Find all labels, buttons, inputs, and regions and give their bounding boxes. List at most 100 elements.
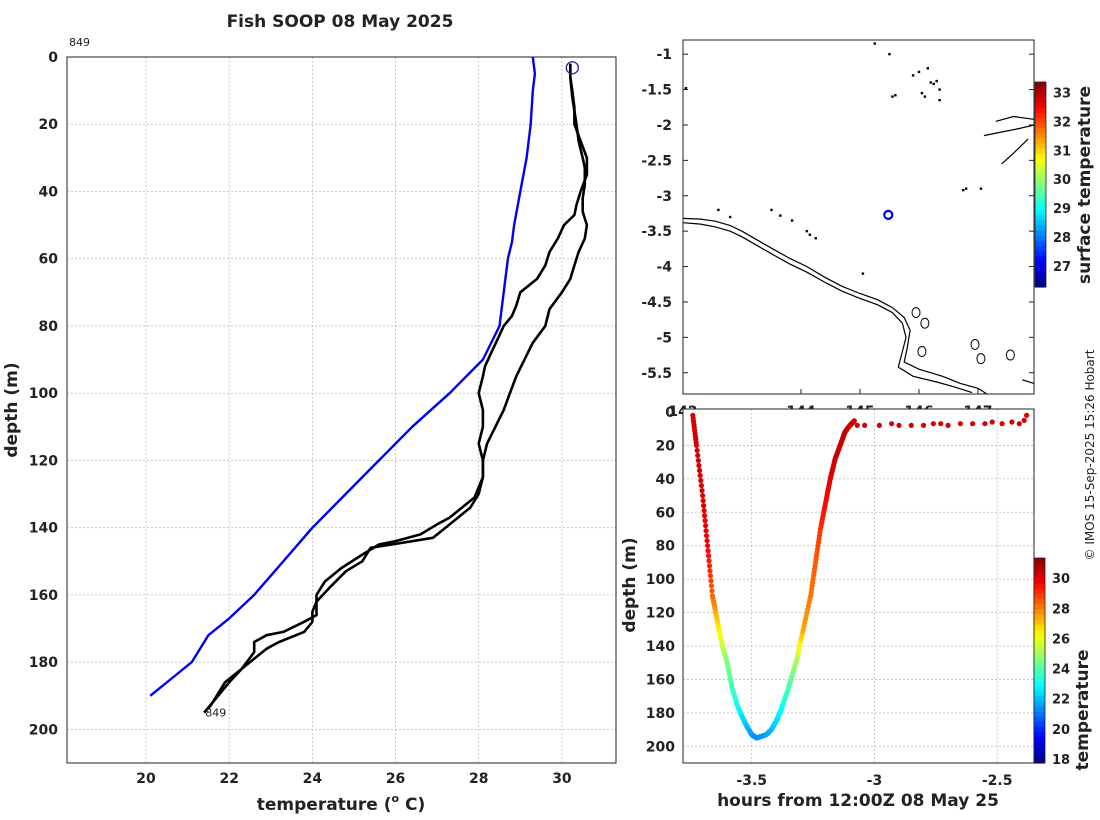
map-axes-frame <box>682 39 1035 395</box>
depth-time-point <box>708 578 714 584</box>
depth-time-y-tick-label: 80 <box>656 539 676 555</box>
depth-time-point <box>706 563 713 569</box>
depth-time-surface-point <box>1009 419 1015 425</box>
profile-x-label-end: C) <box>399 795 425 815</box>
depth-time-colorbar-tick-label: 24 <box>1052 663 1070 678</box>
profile-x-tick-label: 22 <box>219 771 238 787</box>
profile-y-tick-label: 60 <box>39 252 59 268</box>
depth-time-colorbar-tick-label: 30 <box>1052 572 1070 587</box>
map-colorbar-segment <box>1035 199 1046 206</box>
watermark: © IMOS 15-Sep-2025 15:26 Hobart <box>1083 349 1097 560</box>
depth-time-colorbar-segment <box>1034 604 1045 610</box>
profile-id-label: 849 <box>69 36 90 49</box>
map-island <box>684 86 688 90</box>
depth-time-point <box>699 487 705 494</box>
map-island <box>917 346 927 358</box>
depth-time-colorbar-segment <box>1034 742 1045 749</box>
depth-time-colorbar-segment <box>1034 732 1045 738</box>
map-colorbar-tick-label: 32 <box>1053 115 1071 130</box>
map-colorbar-segment <box>1035 102 1046 109</box>
depth-time-colorbar-segment <box>1034 681 1045 687</box>
map-island <box>938 88 941 91</box>
map-island <box>888 52 891 56</box>
depth-time-surface-point <box>989 419 995 425</box>
depth-time-point <box>694 447 700 454</box>
map-island <box>926 67 930 70</box>
map-colorbar-segment <box>1035 117 1046 124</box>
profile-surface-marker <box>565 61 579 75</box>
depth-time-colorbar-segment <box>1034 737 1045 744</box>
map-island <box>779 214 782 217</box>
depth-time-surface-point <box>938 421 944 427</box>
map-colorbar-segment <box>1035 169 1046 175</box>
profile-ticks: 20 22 24 26 28 30 0 20 40 60 80 100 120 140 160 180 200 <box>29 50 572 787</box>
map-island <box>976 353 986 365</box>
depth-time-colorbar-frame <box>1033 557 1046 764</box>
depth-time-colorbar-segment <box>1034 599 1045 605</box>
map-colorbar-segment <box>1035 215 1046 221</box>
map-island <box>894 94 897 97</box>
depth-time-colorbar-segment <box>1034 747 1045 754</box>
depth-time-colorbar-segment <box>1034 691 1045 697</box>
depth-time-point <box>702 518 708 524</box>
depth-time-colorbar-tick-label: 18 <box>1052 753 1070 768</box>
depth-time-grid <box>683 409 1034 763</box>
map-colorbar-segment <box>1035 179 1046 186</box>
depth-time-point <box>705 553 712 559</box>
depth-time-surface-point <box>970 421 976 427</box>
profile-series <box>149 56 589 714</box>
profile-y-tick-label: 140 <box>29 521 58 537</box>
map-colorbar-tick-label: 29 <box>1053 202 1071 217</box>
depth-time-colorbar-segment <box>1034 711 1045 718</box>
map-y-tick-label: -5 <box>656 330 672 346</box>
depth-time-colorbar-segment <box>1034 716 1045 723</box>
map-y-tick-label: -5.5 <box>641 366 672 382</box>
profile-line-profile-up <box>203 63 589 714</box>
map-island <box>1005 349 1015 361</box>
map-coastline <box>1022 379 1035 384</box>
profile-x-tick-label: 24 <box>303 771 323 787</box>
map-island <box>790 219 794 222</box>
depth-time-colorbar-segment <box>1034 722 1045 728</box>
depth-time-surface-point <box>896 422 902 428</box>
depth-time-point <box>851 418 857 424</box>
depth-time-x-tick-label: -2.5 <box>982 773 1013 789</box>
depth-time-point <box>703 528 709 534</box>
map-colorbar-segment <box>1035 205 1046 211</box>
profile-grid <box>67 57 616 763</box>
map-colorbar-segment <box>1035 123 1046 129</box>
depth-time-colorbar-segment <box>1034 578 1045 585</box>
profile-y-tick-label: 20 <box>39 117 59 133</box>
depth-time-y-tick-label: 160 <box>646 672 675 688</box>
depth-time-y-tick-label: 0 <box>665 405 675 421</box>
map-island <box>814 237 817 240</box>
depth-time-colorbar-segment <box>1034 706 1045 713</box>
map-island <box>938 98 941 102</box>
depth-time-point <box>697 472 703 479</box>
depth-time-colorbar-segment <box>1034 655 1045 662</box>
depth-time-surface-point <box>930 421 936 427</box>
profile-y-tick-label: 100 <box>29 386 58 402</box>
map-colorbar-segment <box>1035 158 1046 165</box>
map-colorbar-segment <box>1035 251 1046 257</box>
map-island <box>935 79 938 83</box>
depth-time-surface-point <box>999 421 1005 427</box>
depth-time-y-tick-label: 20 <box>656 438 676 454</box>
map-island <box>770 208 773 212</box>
map-colorbar-segment <box>1035 266 1046 273</box>
depth-time-point <box>704 538 710 544</box>
map-colorbar: 27 28 29 30 31 32 33 <box>1034 81 1071 288</box>
depth-time-surface-point <box>957 421 963 427</box>
map-coastline <box>1001 138 1029 165</box>
depth-time-point <box>700 492 706 499</box>
depth-time-colorbar-segment <box>1034 640 1045 646</box>
depth-time-surface-point <box>889 421 895 427</box>
depth-time-surface-point <box>908 422 914 428</box>
depth-time-point <box>704 543 711 549</box>
map-island <box>920 317 930 329</box>
map-colorbar-segment <box>1035 261 1046 268</box>
map-island <box>728 215 732 219</box>
profile-x-tick-label: 20 <box>136 771 156 787</box>
depth-time-point <box>703 533 710 539</box>
